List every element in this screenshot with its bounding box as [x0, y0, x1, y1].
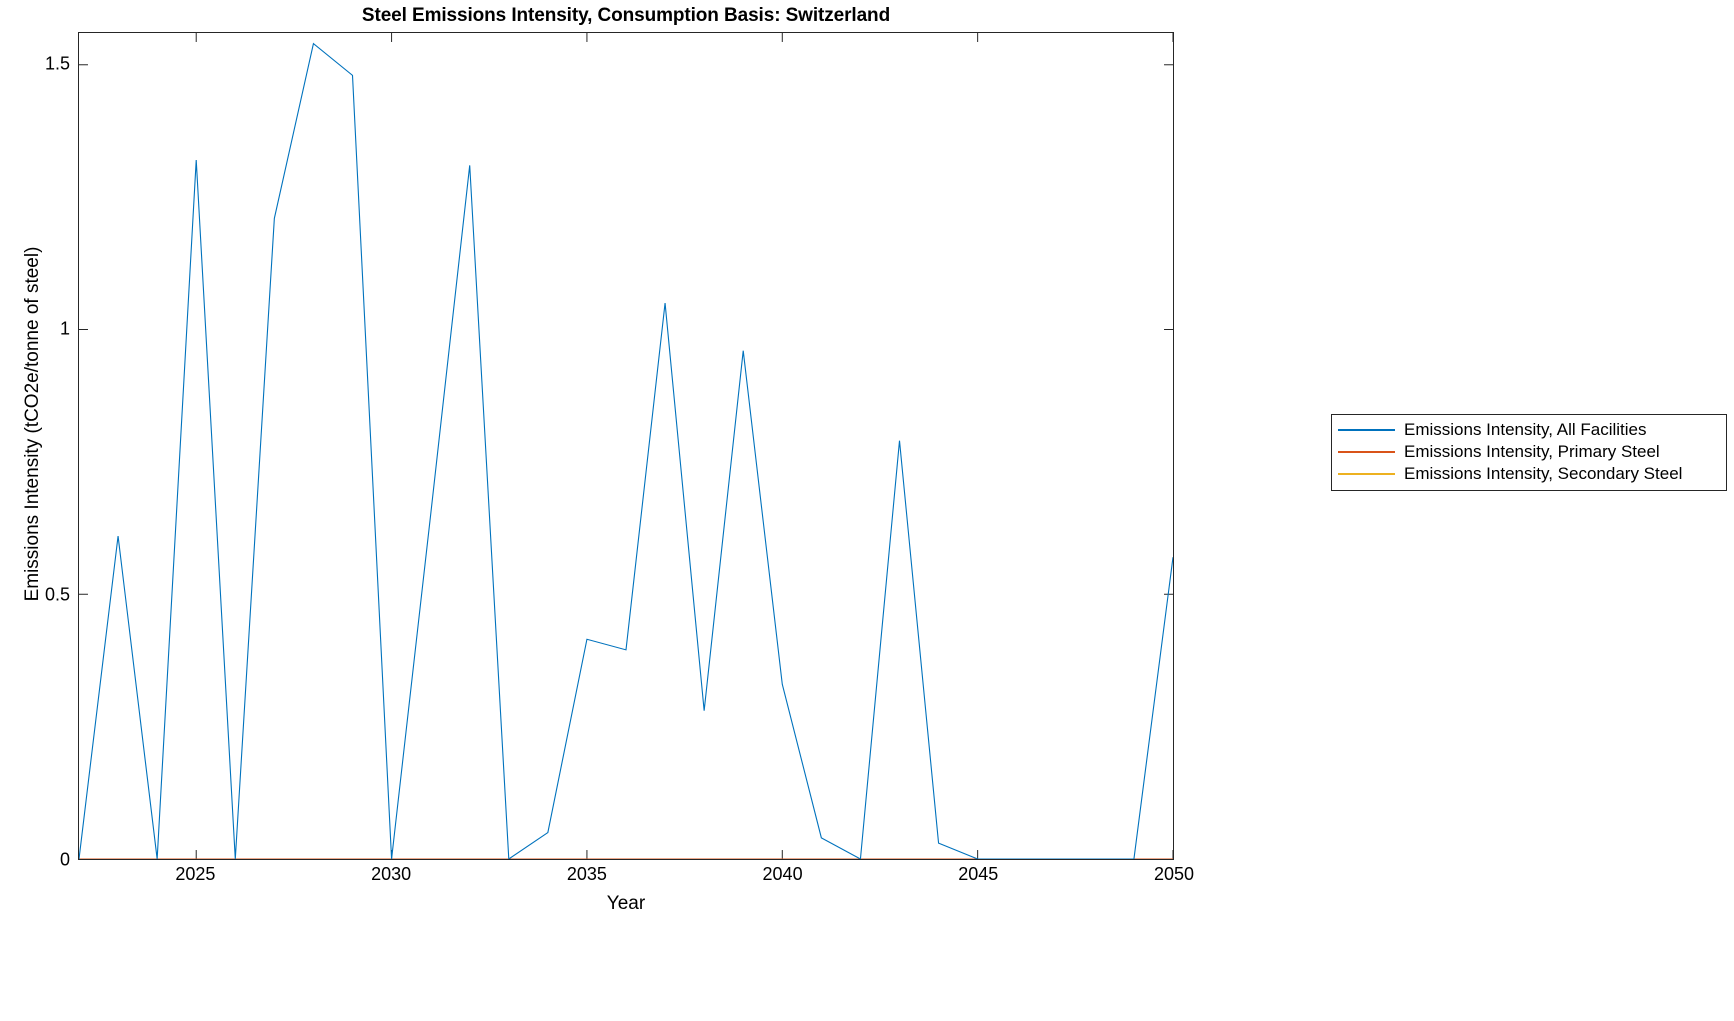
y-tick-label: 0.5: [44, 584, 70, 605]
y-tick-label: 1.5: [44, 53, 70, 74]
x-axis-label: Year: [606, 893, 646, 914]
x-tick-label: 2035: [566, 864, 607, 884]
legend-item[interactable]: Emissions Intensity, Secondary Steel: [1338, 463, 1720, 485]
legend-line-swatch-icon: [1338, 451, 1395, 453]
x-tick-label: 2040: [762, 864, 803, 884]
x-tick-label: 2045: [958, 864, 999, 884]
series-line: [79, 44, 1173, 859]
tick-marks: [79, 33, 1173, 859]
series-lines: [79, 44, 1173, 859]
legend-item-label: Emissions Intensity, All Facilities: [1404, 420, 1647, 439]
legend-line-swatch-icon: [1338, 429, 1395, 431]
legend-item[interactable]: Emissions Intensity, Primary Steel: [1338, 441, 1720, 463]
x-tick-label: 2050: [1153, 864, 1195, 884]
y-tick-label: 1: [59, 318, 70, 339]
legend-item-label: Emissions Intensity, Primary Steel: [1404, 442, 1660, 461]
y-tick-label: 0: [59, 849, 70, 870]
legend-line-swatch-icon: [1338, 473, 1395, 475]
x-tick-label: 2030: [371, 864, 412, 884]
plot-svg: [79, 33, 1173, 859]
y-axis-ticks: 0 0.5 1 1.5: [8, 32, 70, 869]
legend-item-label: Emissions Intensity, Secondary Steel: [1404, 464, 1683, 483]
legend-item[interactable]: Emissions Intensity, All Facilities: [1338, 419, 1720, 441]
legend[interactable]: Emissions Intensity, All Facilities Emiss…: [1331, 414, 1727, 491]
x-axis-ticks: 2025 2030 2035 2040 2045 2050: [78, 864, 1194, 890]
x-tick-label: 2025: [175, 864, 216, 884]
plot-area: [78, 32, 1174, 860]
page-title: Steel Emissions Intensity, Consumption B…: [361, 5, 891, 26]
